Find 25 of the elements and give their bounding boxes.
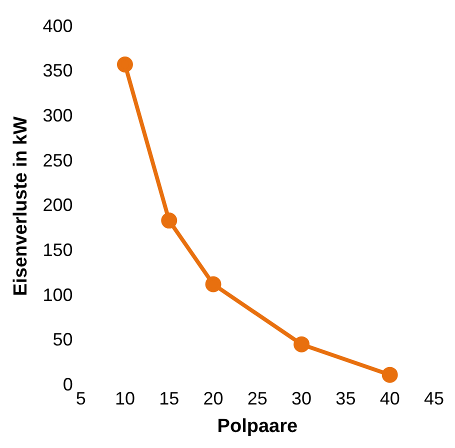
y-tick-label: 200 (42, 195, 73, 216)
x-tick-label: 45 (424, 388, 444, 408)
x-tick-label: 5 (76, 388, 86, 408)
y-tick-label: 100 (42, 284, 73, 305)
point (116, 56, 133, 72)
point (205, 276, 222, 292)
point (294, 336, 310, 352)
x-tick-label: 30 (292, 388, 312, 408)
x-tick-label: 40 (380, 388, 400, 408)
y-tick-label: 0 (62, 374, 73, 395)
y-tick-label: 50 (52, 330, 73, 350)
y-tick-label: 250 (42, 150, 73, 170)
point (382, 366, 398, 383)
x-tick-label: 35 (336, 388, 356, 408)
y-tick-label: 150 (42, 240, 73, 260)
x-tick-label: 20 (203, 388, 224, 408)
x-axis-title: Polpaare (217, 416, 298, 437)
y-axis-title: Eisenverluste in kW (10, 116, 32, 296)
x-tick-label: 25 (247, 388, 268, 408)
y-tick-label: 350 (42, 60, 73, 81)
y-tick-label: 300 (42, 105, 73, 126)
x-tick-label: 10 (114, 388, 135, 408)
point (161, 212, 178, 229)
x-tick-label: 15 (159, 388, 180, 408)
y-tick-label: 400 (42, 16, 73, 36)
